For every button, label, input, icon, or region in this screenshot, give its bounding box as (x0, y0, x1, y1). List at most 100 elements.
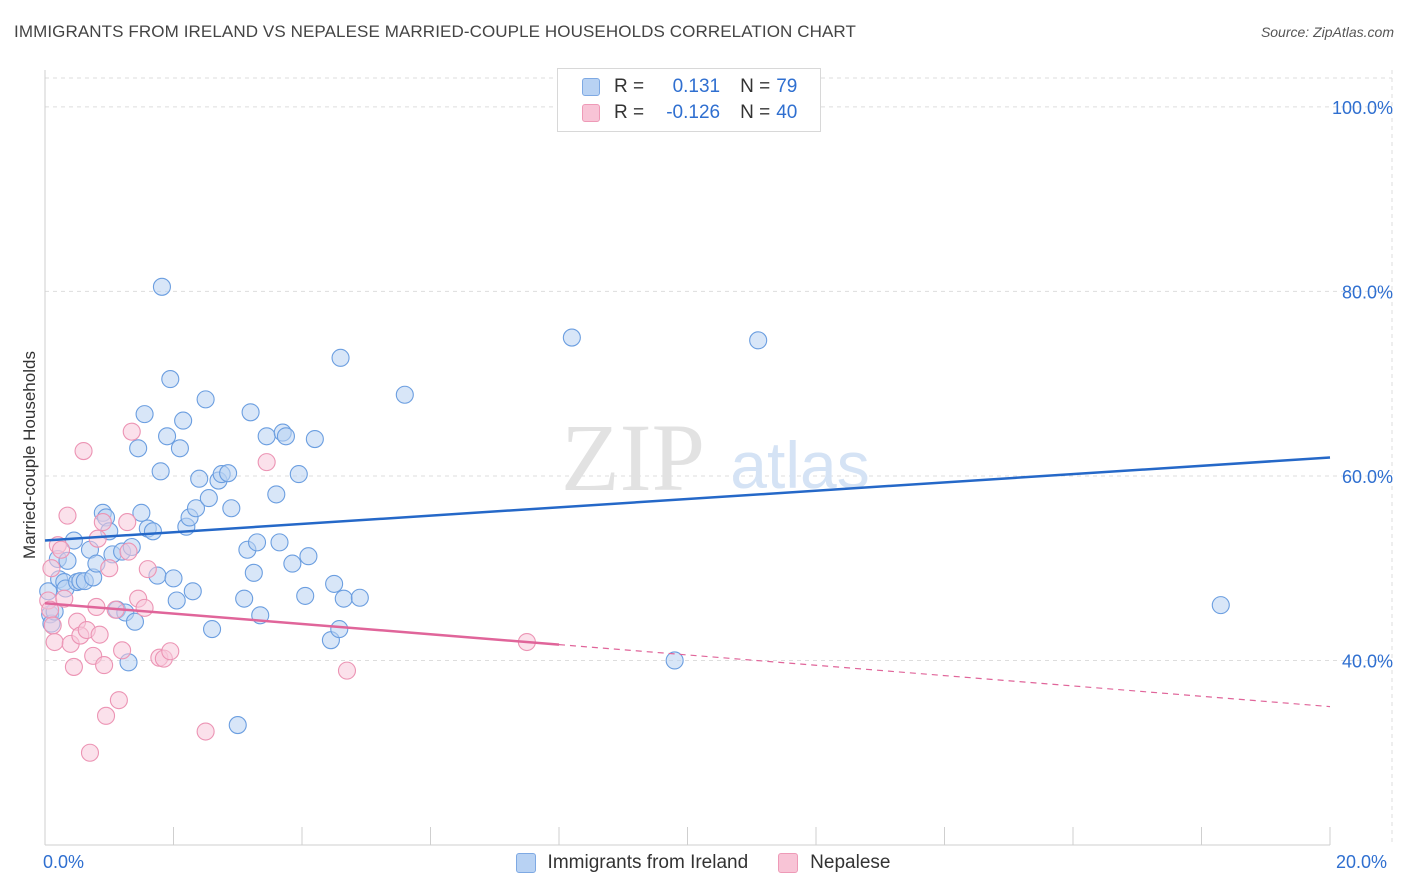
data-point-nepalese (109, 691, 128, 710)
data-point-nepalese (95, 656, 114, 675)
series-nepalese-points (39, 422, 536, 762)
data-point-ireland (331, 348, 350, 367)
data-point-ireland (199, 489, 218, 508)
correlation-legend: R = 0.131 N = 79 R = -0.126 N = 40 (557, 68, 821, 132)
data-point-ireland (350, 588, 369, 607)
data-point-ireland (167, 591, 186, 610)
data-point-nepalese (52, 540, 71, 559)
data-point-ireland (132, 503, 151, 522)
legend-n-label: N = (740, 76, 771, 97)
data-point-nepalese (74, 441, 93, 461)
legend-item-nepalese[interactable]: Nepalese (778, 852, 890, 874)
data-point-ireland (267, 485, 286, 504)
data-point-ireland (174, 411, 193, 430)
data-point-ireland (1211, 596, 1230, 615)
data-point-nepalese (119, 542, 138, 561)
legend-n-label: N = (740, 102, 771, 123)
data-point-ireland (125, 612, 144, 631)
data-point-nepalese (257, 453, 276, 472)
data-point-nepalese (196, 722, 215, 741)
x-tick-label-max: 20.0% (1336, 852, 1388, 872)
data-point-ireland (299, 547, 318, 566)
legend-r-value: 0.131 (672, 76, 721, 97)
legend-r-value: -0.126 (666, 102, 721, 123)
data-point-ireland (325, 574, 344, 593)
y-tick-labels: 40.0% 60.0% 80.0% 100.0% (1332, 98, 1393, 672)
legend-swatch-ireland (515, 853, 536, 873)
data-point-ireland (161, 370, 180, 389)
series-legend: Immigrants from Ireland Nepalese (0, 852, 1406, 874)
data-point-nepalese (90, 625, 109, 644)
legend-item-ireland[interactable]: Immigrants from Ireland (515, 852, 749, 874)
data-point-ireland (296, 586, 315, 605)
data-point-nepalese (161, 642, 180, 661)
data-point-nepalese (64, 657, 83, 676)
legend-r-label: R = (614, 102, 645, 123)
data-point-ireland (244, 563, 263, 582)
trend-lines (44, 456, 1331, 708)
data-point-nepalese (122, 422, 141, 441)
data-point-nepalese (93, 513, 112, 532)
chart-title: IMMIGRANTS FROM IRELAND VS NEPALESE MARR… (14, 22, 856, 41)
legend-swatch-nepalese (778, 853, 799, 873)
watermark: ZIP atlas (561, 404, 870, 511)
data-point-nepalese (135, 598, 154, 617)
data-point-ireland (330, 620, 349, 639)
data-point-ireland (186, 499, 206, 518)
legend-swatch-ireland (582, 78, 600, 96)
data-point-nepalese (43, 616, 62, 635)
data-point-ireland (158, 427, 177, 446)
data-point-nepalese (96, 706, 116, 725)
data-point-ireland (228, 716, 247, 735)
data-point-nepalese (100, 559, 119, 578)
data-point-nepalese (55, 589, 74, 608)
legend-row-ireland: R = 0.131 N = 79 (582, 75, 797, 99)
data-point-ireland (665, 651, 684, 670)
data-point-nepalese (138, 560, 157, 579)
y-tick-label: 100.0% (1332, 98, 1393, 118)
data-point-nepalese (113, 641, 132, 660)
data-point-nepalese (45, 632, 64, 652)
data-point-ireland (143, 522, 162, 541)
watermark-zip: ZIP (561, 404, 705, 511)
data-point-nepalese (42, 559, 61, 578)
trend-line-nepalese-extrapolated (558, 644, 1331, 708)
grid-lines (45, 70, 1393, 845)
data-point-ireland (151, 462, 170, 481)
trend-line-nepalese (44, 602, 560, 646)
legend-n-value: 40 (776, 102, 798, 123)
legend-r-label: R = (614, 76, 645, 97)
data-point-ireland (190, 469, 209, 488)
y-tick-label: 60.0% (1342, 467, 1393, 487)
data-point-ireland (247, 533, 267, 552)
data-point-ireland (170, 439, 189, 458)
data-point-nepalese (58, 506, 77, 525)
data-point-ireland (235, 589, 254, 608)
data-point-ireland (749, 331, 768, 350)
legend-n-value: 79 (776, 76, 798, 97)
data-point-ireland (334, 589, 353, 608)
data-point-ireland (276, 427, 295, 446)
data-point-ireland (395, 385, 414, 404)
axes (44, 70, 1331, 846)
source-note: Source: ZipAtlas.com (1260, 24, 1394, 40)
data-point-ireland (305, 429, 324, 449)
data-point-ireland (241, 403, 260, 422)
data-point-ireland (222, 499, 241, 518)
data-point-ireland (270, 533, 289, 552)
data-point-ireland (196, 390, 215, 409)
data-point-ireland (164, 569, 183, 588)
data-point-nepalese (337, 661, 357, 680)
data-point-nepalese (118, 513, 137, 532)
legend-label-nepalese: Nepalese (810, 852, 891, 873)
data-point-ireland (129, 439, 148, 458)
data-point-ireland (203, 620, 222, 639)
data-point-ireland (289, 465, 308, 484)
legend-label-ireland: Immigrants from Ireland (547, 852, 749, 873)
trend-line-ireland (44, 456, 1331, 542)
legend-swatch-nepalese (582, 104, 600, 122)
data-point-ireland (219, 464, 238, 483)
legend-row-nepalese: R = -0.126 N = 40 (582, 101, 797, 125)
y-tick-label: 80.0% (1342, 282, 1393, 302)
